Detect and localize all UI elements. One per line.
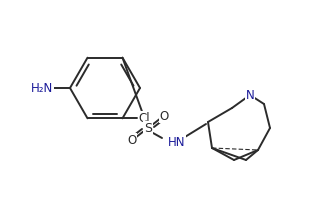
Text: O: O [127,133,137,147]
Text: O: O [159,109,169,123]
Text: N: N [246,89,254,102]
Text: H₂N: H₂N [31,82,53,94]
Text: HN: HN [168,135,185,148]
Text: S: S [144,122,152,134]
Text: Cl: Cl [138,112,150,125]
